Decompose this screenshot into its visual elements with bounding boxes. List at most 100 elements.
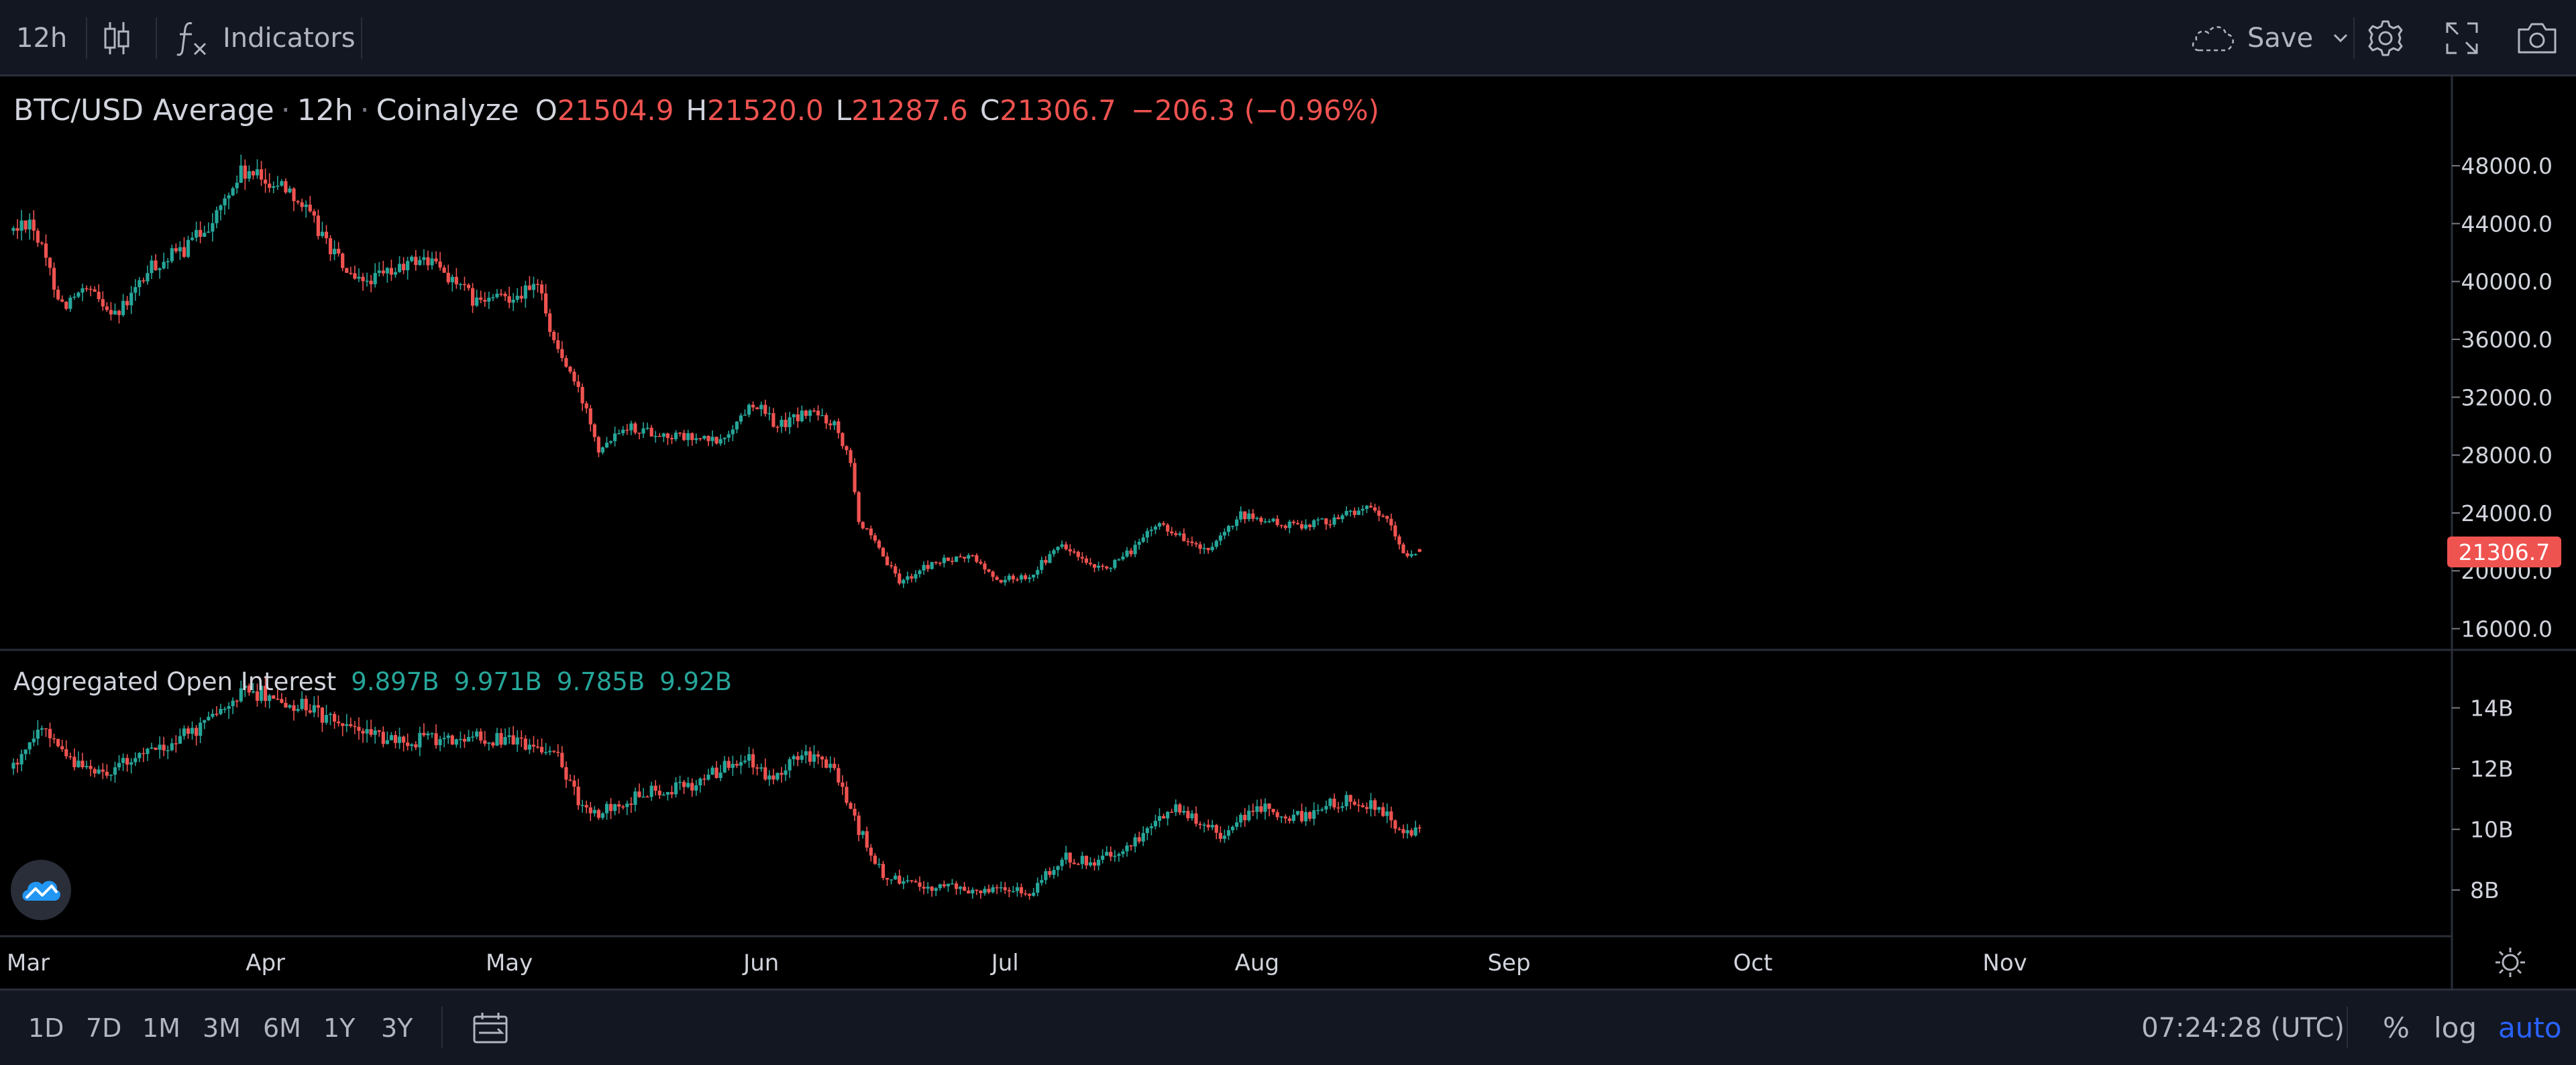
price-candle	[763, 404, 767, 414]
log-scale-toggle[interactable]: log	[2434, 1011, 2477, 1044]
oi-candle	[381, 732, 385, 744]
range-1y-button[interactable]: 1Y	[323, 1013, 356, 1043]
range-1m-button[interactable]: 1M	[142, 1013, 180, 1043]
price-candle	[227, 195, 231, 199]
price-candle	[674, 433, 678, 439]
auto-scale-toggle[interactable]: auto	[2498, 1011, 2562, 1044]
price-candle	[162, 262, 166, 269]
price-candle	[527, 285, 532, 290]
oi-candle	[735, 764, 739, 766]
price-candle	[1161, 523, 1166, 525]
oi-candle	[23, 749, 28, 754]
chart-canvas[interactable]: 16000.020000.024000.028000.032000.036000…	[0, 76, 2576, 989]
oi-candle	[1401, 829, 1405, 834]
save-button[interactable]: Save	[2188, 0, 2348, 76]
oi-tick-label: 8B	[2470, 877, 2500, 903]
oi-candle	[76, 761, 80, 767]
settings-sun-icon[interactable]	[2502, 954, 2519, 971]
chevron-down-icon[interactable]	[2333, 34, 2348, 43]
price-candle	[296, 201, 300, 203]
oi-candle	[1011, 891, 1015, 893]
price-candle	[894, 566, 898, 574]
percent-scale-toggle[interactable]: %	[2383, 1011, 2410, 1044]
range-3m-button[interactable]: 3M	[203, 1013, 241, 1043]
price-candle	[539, 284, 544, 294]
range-3y-button[interactable]: 3Y	[381, 1013, 413, 1043]
oi-candle	[190, 728, 195, 734]
oi-candle	[971, 889, 975, 894]
oi-candle	[608, 803, 613, 811]
price-candle	[466, 284, 471, 288]
oi-candle	[178, 736, 182, 744]
open-interest-legend: Aggregated Open Interest 9.897B 9.971B 9…	[13, 663, 732, 700]
oi-candle	[548, 750, 552, 752]
price-candle	[1137, 541, 1141, 545]
oi-candle	[1230, 826, 1235, 830]
legend-source: Coinalyze	[376, 93, 519, 127]
legend-change: −206.3 (−0.96%)	[1130, 93, 1380, 127]
coinalyze-logo[interactable]	[11, 860, 71, 920]
interval-button[interactable]: 12h	[16, 23, 68, 54]
oi-candle	[820, 756, 824, 760]
oi-candle	[64, 749, 68, 756]
price-candle	[1121, 556, 1125, 560]
price-candle	[450, 276, 454, 282]
oi-candle	[1360, 805, 1364, 807]
utc-clock[interactable]: 07:24:28 (UTC)	[2141, 1012, 2345, 1044]
settings-button[interactable]	[2365, 0, 2406, 76]
oi-candle	[475, 731, 479, 737]
oi-candle	[1247, 810, 1251, 821]
price-candle	[519, 295, 523, 299]
price-candle	[833, 421, 837, 426]
price-candle	[470, 288, 475, 306]
oi-legend-name[interactable]: Aggregated Open Interest	[13, 667, 337, 696]
oi-candle	[1023, 893, 1028, 895]
oi-candle	[1092, 862, 1097, 866]
bar-style-button[interactable]	[99, 0, 134, 76]
price-candle	[608, 441, 613, 443]
price-candle	[381, 270, 385, 274]
price-candle	[166, 261, 170, 263]
oi-candle	[406, 742, 410, 746]
oi-candle	[292, 705, 296, 712]
date-range-button[interactable]	[472, 991, 508, 1065]
oi-candle	[665, 792, 670, 795]
oi-candle	[1291, 814, 1295, 821]
price-legend: BTC/USD Average · 12h · Coinalyze O 2150…	[13, 90, 1379, 130]
price-candle	[64, 301, 68, 309]
fullscreen-button[interactable]	[2442, 0, 2482, 76]
range-1d-button[interactable]: 1D	[28, 1013, 64, 1043]
time-axis-settings[interactable]	[2496, 948, 2525, 977]
price-candle	[731, 429, 735, 435]
oi-candle	[1255, 806, 1259, 812]
range-7d-button[interactable]: 7D	[86, 1013, 122, 1043]
price-candle	[861, 522, 865, 528]
oi-candle	[146, 748, 150, 754]
price-candle	[276, 185, 280, 187]
range-6m-button[interactable]: 6M	[263, 1013, 301, 1043]
price-candle	[625, 429, 629, 431]
price-candle	[170, 248, 174, 262]
legend-symbol[interactable]: BTC/USD Average	[13, 93, 274, 127]
price-candle	[1303, 524, 1308, 529]
price-candle	[1417, 549, 1421, 552]
oi-candle	[328, 714, 333, 716]
oi-candle	[239, 688, 243, 702]
price-candle	[1072, 551, 1076, 553]
screenshot-button[interactable]	[2516, 0, 2559, 76]
open-interest-candles	[11, 675, 1421, 900]
oi-candle	[215, 714, 219, 715]
oi-candle	[60, 746, 64, 750]
price-candle	[1344, 510, 1348, 516]
indicators-button[interactable]: Indicators	[176, 0, 356, 76]
price-candle	[1247, 513, 1251, 520]
oi-candle	[678, 781, 682, 783]
oi-candle	[454, 739, 458, 745]
legend-high-value: 21520.0	[707, 93, 824, 127]
price-tick-label: 36000.0	[2461, 327, 2553, 353]
price-candle	[1060, 544, 1064, 547]
oi-candle	[784, 770, 788, 775]
chart-area[interactable]: 16000.0 20000.0 24000.0 28000.0 32000.0 36000…	[0, 76, 2576, 989]
oi-candle	[686, 783, 690, 787]
oi-candle	[1417, 827, 1421, 829]
